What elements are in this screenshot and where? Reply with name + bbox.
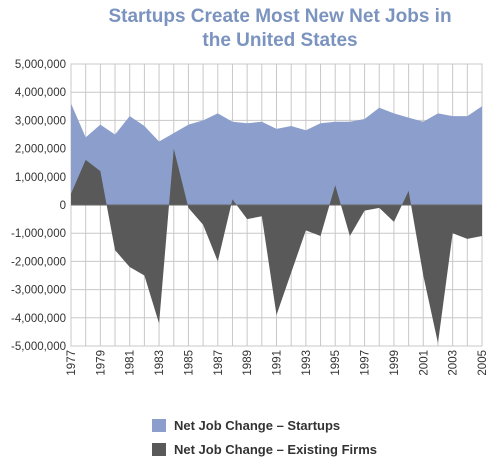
data-point-existing-firms-1994	[319, 235, 321, 237]
data-point-existing-firms-1989	[246, 218, 248, 220]
data-point-startups-1979	[99, 123, 101, 125]
data-point-existing-firms-1987	[217, 260, 219, 262]
legend-entry-existing-firms: Net Job Change – Existing Firms	[152, 442, 377, 457]
data-point-existing-firms-2000	[407, 190, 409, 192]
data-point-existing-firms-1995	[334, 184, 336, 186]
data-point-existing-firms-1978	[84, 159, 86, 161]
data-point-existing-firms-1993	[305, 229, 307, 231]
data-point-startups-1993	[305, 129, 307, 131]
data-point-existing-firms-1983	[158, 322, 160, 324]
data-point-startups-1995	[334, 121, 336, 123]
data-point-existing-firms-2002	[437, 342, 439, 344]
data-point-startups-1998	[378, 107, 380, 109]
data-point-existing-firms-1982	[143, 274, 145, 276]
data-point-startups-1989	[246, 122, 248, 124]
legend-entry-startups: Net Job Change – Startups	[152, 418, 340, 433]
y-tick-label-0: 5,000,000	[15, 59, 66, 71]
x-tick-label-1983: 1983	[154, 350, 166, 376]
data-point-startups-2002	[437, 112, 439, 114]
legend-label-existing-firms: Net Job Change – Existing Firms	[174, 442, 377, 457]
data-point-startups-1982	[143, 125, 145, 127]
data-point-existing-firms-1977	[70, 193, 72, 195]
y-tick-label-2: 3,000,000	[15, 115, 66, 127]
data-point-existing-firms-1985	[187, 207, 189, 209]
data-point-startups-1992	[290, 125, 292, 127]
data-point-startups-1983	[158, 140, 160, 142]
data-point-existing-firms-1979	[99, 170, 101, 172]
x-tick-label-1987: 1987	[213, 350, 225, 376]
y-tick-label-9: -4,000,000	[11, 313, 66, 325]
data-point-startups-1984	[173, 132, 175, 134]
x-tick-label-1999: 1999	[389, 350, 401, 376]
data-point-existing-firms-2003	[451, 232, 453, 234]
data-point-existing-firms-2004	[466, 238, 468, 240]
x-tick-label-1989: 1989	[242, 350, 254, 376]
data-point-startups-1999	[393, 112, 395, 114]
data-point-existing-firms-1980	[114, 249, 116, 251]
x-tick-label-1995: 1995	[330, 350, 342, 376]
legend-swatch-existing-firms	[152, 443, 166, 456]
y-tick-label-10: -5,000,000	[11, 341, 66, 353]
data-point-startups-1990	[261, 121, 263, 123]
data-point-existing-firms-1984	[173, 147, 175, 149]
data-point-startups-1994	[319, 122, 321, 124]
data-point-startups-1978	[84, 136, 86, 138]
data-point-startups-2003	[451, 115, 453, 117]
y-tick-label-8: -3,000,000	[11, 285, 66, 297]
y-tick-label-4: 1,000,000	[15, 172, 66, 184]
data-point-startups-2004	[466, 115, 468, 117]
data-point-startups-1986	[202, 119, 204, 121]
chart-title-line-2: the United States	[202, 30, 358, 51]
data-point-existing-firms-1988	[231, 198, 233, 200]
x-tick-label-1977: 1977	[66, 350, 78, 376]
data-point-startups-1977	[70, 102, 72, 104]
y-tick-label-3: 2,000,000	[15, 144, 66, 156]
x-tick-label-1985: 1985	[183, 350, 195, 376]
data-point-startups-1996	[349, 121, 351, 123]
data-point-startups-1985	[187, 123, 189, 125]
data-point-existing-firms-1981	[129, 266, 131, 268]
x-tick-label-2005: 2005	[477, 350, 489, 376]
data-point-existing-firms-1996	[349, 235, 351, 237]
y-tick-label-5: 0	[60, 200, 66, 212]
data-point-existing-firms-1999	[393, 221, 395, 223]
data-point-startups-1981	[129, 115, 131, 117]
x-tick-label-1997: 1997	[360, 350, 372, 376]
y-tick-label-6: -1,000,000	[11, 228, 66, 240]
data-point-existing-firms-1990	[261, 215, 263, 217]
data-point-startups-1980	[114, 133, 116, 135]
y-tick-label-7: -2,000,000	[11, 256, 66, 268]
data-point-startups-1987	[217, 112, 219, 114]
data-point-startups-2001	[422, 121, 424, 123]
data-point-existing-firms-1992	[290, 271, 292, 273]
x-tick-label-1991: 1991	[272, 350, 284, 376]
data-point-startups-2000	[407, 116, 409, 118]
data-point-existing-firms-1986	[202, 224, 204, 226]
data-point-existing-firms-2001	[422, 274, 424, 276]
chart-title-line-1: Startups Create Most New Net Jobs in	[108, 6, 452, 27]
data-point-startups-1988	[231, 121, 233, 123]
x-tick-label-1979: 1979	[95, 350, 107, 376]
data-point-existing-firms-1991	[275, 314, 277, 316]
x-tick-label-2001: 2001	[418, 350, 430, 376]
x-tick-label-1981: 1981	[125, 350, 137, 376]
x-tick-label-1993: 1993	[301, 350, 313, 376]
area-series-existing-firms	[71, 148, 482, 344]
data-point-existing-firms-2005	[481, 235, 483, 237]
data-point-startups-1991	[275, 128, 277, 130]
legend-swatch-startups	[152, 419, 166, 432]
data-point-existing-firms-1997	[363, 209, 365, 211]
x-tick-label-2003: 2003	[448, 350, 460, 376]
data-point-startups-2005	[481, 105, 483, 107]
legend-label-startups: Net Job Change – Startups	[174, 418, 341, 433]
y-tick-label-1: 4,000,000	[15, 87, 66, 99]
data-point-existing-firms-1998	[378, 207, 380, 209]
data-point-startups-1997	[363, 118, 365, 120]
